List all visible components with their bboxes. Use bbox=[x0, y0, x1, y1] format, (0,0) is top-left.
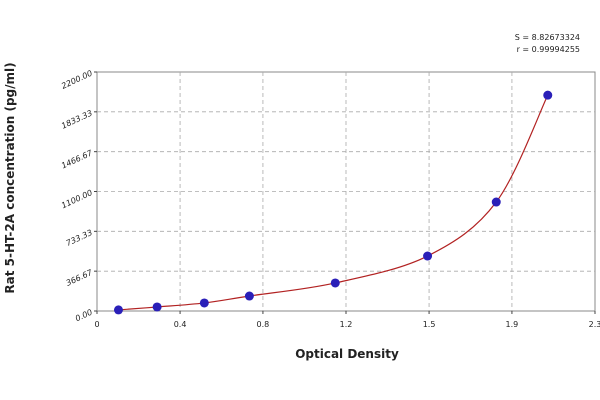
annotation: S = 8.82673324 bbox=[515, 33, 580, 42]
data-point bbox=[330, 278, 340, 288]
data-point bbox=[244, 291, 254, 301]
x-tick-label: 1.9 bbox=[506, 320, 519, 329]
data-point bbox=[423, 251, 433, 261]
data-point bbox=[543, 90, 553, 100]
data-point bbox=[199, 298, 209, 308]
x-tick-label: 1.2 bbox=[340, 320, 353, 329]
data-point bbox=[491, 197, 501, 207]
data-point bbox=[113, 305, 123, 315]
y-tick-label: 1466.67 bbox=[60, 148, 95, 171]
y-tick-label: 0.00 bbox=[74, 308, 94, 324]
y-tick-label: 366.67 bbox=[65, 267, 95, 287]
x-tick-label: 1.5 bbox=[423, 320, 436, 329]
y-axis-label: Rat 5-HT-2A concentration (pg/ml) bbox=[3, 62, 17, 293]
y-tick-label: 733.33 bbox=[65, 228, 94, 248]
x-axis-label: Optical Density bbox=[295, 347, 399, 361]
y-tick-label: 2200.00 bbox=[60, 69, 94, 91]
data-point bbox=[152, 302, 162, 312]
x-tick-label: 0.8 bbox=[257, 320, 270, 329]
y-tick-label: 1100.00 bbox=[60, 188, 94, 210]
y-tick-label: 1833.33 bbox=[60, 108, 94, 130]
x-tick-label: 0 bbox=[94, 320, 99, 329]
annotation: r = 0.99994255 bbox=[517, 45, 580, 54]
x-tick-label: 0.4 bbox=[174, 320, 187, 329]
x-tick-label: 2.3 bbox=[589, 320, 600, 329]
